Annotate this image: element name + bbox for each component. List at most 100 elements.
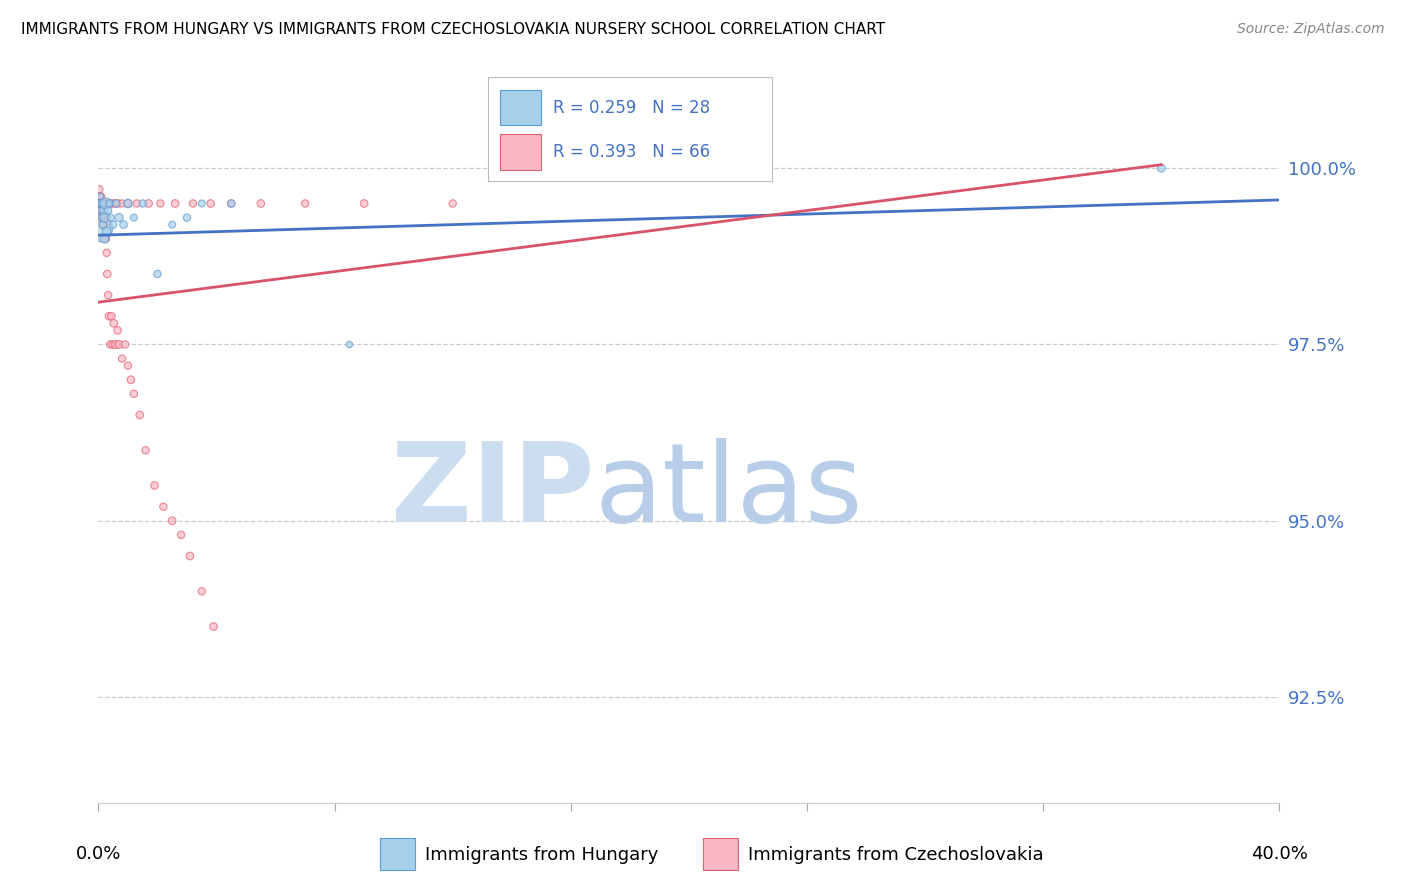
Text: R = 0.393   N = 66: R = 0.393 N = 66 xyxy=(553,143,710,161)
Point xyxy=(90,203,112,218)
Point xyxy=(108,211,131,225)
Text: 40.0%: 40.0% xyxy=(1251,845,1308,863)
Point xyxy=(104,337,127,351)
Point xyxy=(93,196,115,211)
Text: ZIP: ZIP xyxy=(391,438,595,545)
Point xyxy=(94,196,117,211)
Point xyxy=(143,478,166,492)
Point xyxy=(111,196,134,211)
Point xyxy=(91,203,114,218)
Text: atlas: atlas xyxy=(595,438,863,545)
Point xyxy=(146,267,169,281)
Point xyxy=(221,196,243,211)
Point xyxy=(89,203,111,218)
Point xyxy=(90,196,112,211)
Point xyxy=(93,218,115,232)
Point xyxy=(132,196,155,211)
Text: Immigrants from Hungary: Immigrants from Hungary xyxy=(425,846,658,863)
FancyBboxPatch shape xyxy=(501,90,541,126)
Point xyxy=(90,211,112,225)
Point xyxy=(125,196,148,211)
Point xyxy=(97,196,120,211)
Point xyxy=(90,189,112,203)
Point xyxy=(93,203,115,218)
Point xyxy=(98,196,121,211)
Text: Source: ZipAtlas.com: Source: ZipAtlas.com xyxy=(1237,22,1385,37)
Point xyxy=(200,196,222,211)
Point xyxy=(117,359,139,373)
Point xyxy=(93,232,115,246)
Point xyxy=(93,196,115,211)
Point xyxy=(112,218,135,232)
Point xyxy=(91,196,114,211)
Point xyxy=(96,225,118,239)
Point xyxy=(179,549,201,563)
Point xyxy=(221,196,243,211)
Point xyxy=(149,196,172,211)
Point xyxy=(90,196,112,211)
Point xyxy=(1150,161,1173,176)
Point xyxy=(90,203,112,218)
Point xyxy=(138,196,160,211)
Point xyxy=(114,337,136,351)
Point xyxy=(191,196,214,211)
Point xyxy=(181,196,204,211)
Point xyxy=(103,316,125,330)
FancyBboxPatch shape xyxy=(488,78,772,181)
Point xyxy=(96,245,118,260)
Point xyxy=(162,218,183,232)
Point xyxy=(108,337,131,351)
Point xyxy=(202,619,225,633)
Point xyxy=(89,189,111,203)
Point xyxy=(87,221,110,235)
Text: 0.0%: 0.0% xyxy=(76,845,121,863)
Point xyxy=(165,196,187,211)
Text: R = 0.259   N = 28: R = 0.259 N = 28 xyxy=(553,99,710,117)
Point xyxy=(441,196,464,211)
Point xyxy=(135,443,157,458)
Point xyxy=(105,196,128,211)
Point xyxy=(91,211,114,225)
Point xyxy=(104,196,127,211)
Point xyxy=(98,310,121,324)
Point xyxy=(94,211,117,225)
Point xyxy=(103,218,125,232)
Point xyxy=(94,211,117,225)
Point xyxy=(117,196,139,211)
Point xyxy=(111,351,134,366)
Text: IMMIGRANTS FROM HUNGARY VS IMMIGRANTS FROM CZECHOSLOVAKIA NURSERY SCHOOL CORRELA: IMMIGRANTS FROM HUNGARY VS IMMIGRANTS FR… xyxy=(21,22,886,37)
Point xyxy=(250,196,273,211)
Point xyxy=(96,267,118,281)
Point xyxy=(91,196,114,211)
Point xyxy=(101,337,124,351)
Point xyxy=(120,373,142,387)
Point xyxy=(100,196,122,211)
Point xyxy=(122,387,145,401)
Point xyxy=(97,288,120,302)
Point xyxy=(89,196,111,211)
Point xyxy=(89,189,111,203)
Point xyxy=(94,232,117,246)
Point xyxy=(353,196,375,211)
Point xyxy=(89,182,111,196)
Point xyxy=(100,211,122,225)
Point xyxy=(294,196,316,211)
Point xyxy=(191,584,214,599)
Point xyxy=(97,203,120,218)
Point xyxy=(100,310,122,324)
Point xyxy=(90,196,112,211)
Point xyxy=(91,218,114,232)
Point xyxy=(152,500,174,514)
Point xyxy=(94,196,117,211)
FancyBboxPatch shape xyxy=(501,135,541,169)
Point xyxy=(170,528,193,542)
Point xyxy=(91,196,114,211)
Point xyxy=(98,337,121,351)
Point xyxy=(339,337,361,351)
Point xyxy=(90,196,112,211)
Point xyxy=(122,211,145,225)
Point xyxy=(96,196,118,211)
Point xyxy=(93,203,115,218)
Point xyxy=(107,323,129,337)
Point xyxy=(117,196,139,211)
